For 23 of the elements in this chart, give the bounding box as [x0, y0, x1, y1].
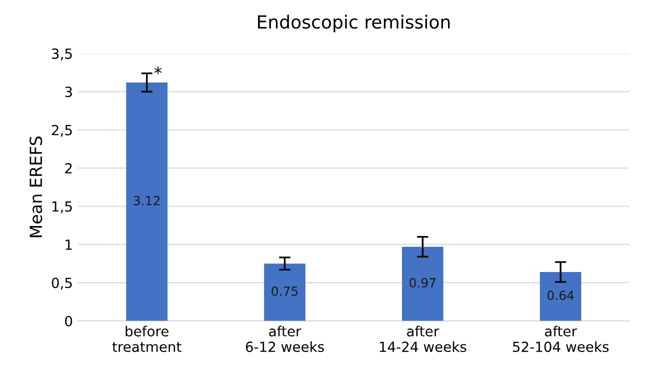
data-label: 3.12: [134, 196, 160, 206]
data-label: 0.64: [547, 290, 574, 300]
x-tick-label: after 52-104 weeks: [512, 326, 609, 352]
y-tick-label: 1: [66, 240, 72, 250]
y-tick-label: 2: [65, 163, 72, 174]
data-label: 0.75: [272, 286, 298, 296]
x-tick-label: after 6-12 weeks: [246, 326, 324, 352]
y-tick-label: 1,5: [52, 201, 72, 214]
annotation: *: [154, 66, 162, 74]
bar: [126, 82, 168, 321]
data-label: 0.97: [410, 278, 436, 288]
chart-title: Endoscopic remission: [258, 14, 450, 32]
y-tick-label: 0,5: [52, 278, 72, 290]
y-tick-label: 0: [65, 316, 72, 326]
bar: [402, 246, 444, 321]
bar: [540, 272, 582, 321]
y-tick-label: 3,5: [52, 48, 72, 60]
y-axis-title: Mean EREFS: [30, 136, 42, 238]
x-tick-label: after 14-24 weeks: [380, 326, 466, 352]
y-tick-label: 3: [65, 86, 72, 98]
y-tick-label: 2,5: [52, 124, 72, 137]
bar: [264, 264, 306, 321]
x-tick-label: before treatment: [112, 326, 182, 352]
